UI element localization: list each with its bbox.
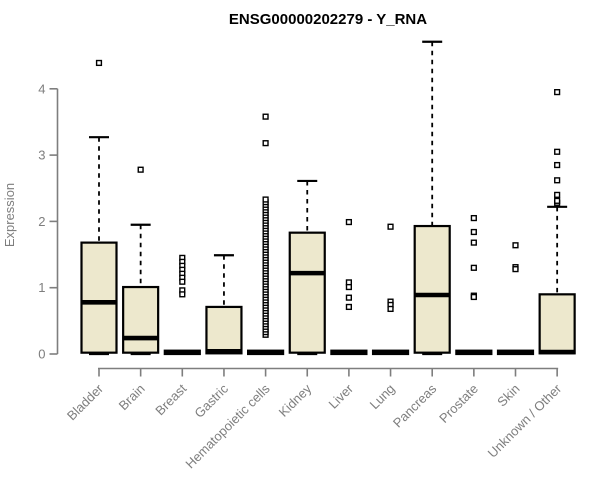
outlier-point [345, 283, 353, 291]
outlier-point [179, 278, 186, 285]
outlier-point [262, 196, 269, 203]
outlier-point [387, 305, 394, 313]
outlier-point [262, 113, 269, 120]
x-tick-label: Unknown / Other [485, 381, 565, 461]
outlier-point [345, 303, 353, 311]
x-tick-label: Prostate [436, 381, 481, 426]
y-axis-title: Expression [2, 183, 17, 247]
outlier-point [554, 197, 561, 204]
outlier-point [262, 140, 269, 147]
box-gastric [205, 305, 243, 355]
box-brain [122, 285, 160, 354]
chart-title: ENSG00000202279 - Y_RNA [229, 11, 427, 28]
x-tick-label: Skin [494, 381, 522, 409]
outlier-point [512, 242, 519, 249]
x-tick-label: Bladder [64, 381, 107, 424]
y-tick-label: 4 [38, 81, 45, 96]
outlier-point [554, 191, 561, 198]
box-pancreas [413, 224, 451, 354]
outlier-point [470, 228, 477, 236]
y-tick-label: 0 [38, 347, 45, 362]
x-tick-label: Pancreas [390, 381, 440, 431]
outlier-point [470, 239, 477, 246]
outlier-point [137, 166, 144, 173]
outlier-point [179, 291, 186, 298]
outlier-point [387, 223, 394, 230]
x-tick-label: Liver [325, 381, 356, 412]
outlier-point [554, 177, 561, 184]
outlier-point [345, 218, 353, 226]
box-kidney [288, 231, 326, 354]
box-unknown-other [538, 293, 576, 355]
y-tick-label: 1 [38, 280, 45, 295]
y-tick-label: 2 [38, 214, 45, 229]
outlier-point [554, 161, 561, 169]
outlier-point [554, 89, 561, 96]
box-bladder [80, 241, 118, 354]
x-tick-label: Kidney [276, 381, 315, 420]
x-tick-label: Gastric [191, 381, 231, 421]
x-tick-label: Brain [116, 381, 148, 413]
x-tick-label: Lung [367, 381, 398, 412]
outlier-point [512, 266, 519, 273]
outlier-point [470, 293, 477, 301]
outlier-point [345, 294, 353, 301]
x-tick-label: Breast [152, 381, 189, 418]
outlier-point [95, 59, 103, 67]
outlier-point [470, 264, 477, 271]
outlier-point [554, 148, 561, 155]
outlier-point [470, 214, 477, 222]
y-tick-label: 3 [38, 148, 45, 163]
